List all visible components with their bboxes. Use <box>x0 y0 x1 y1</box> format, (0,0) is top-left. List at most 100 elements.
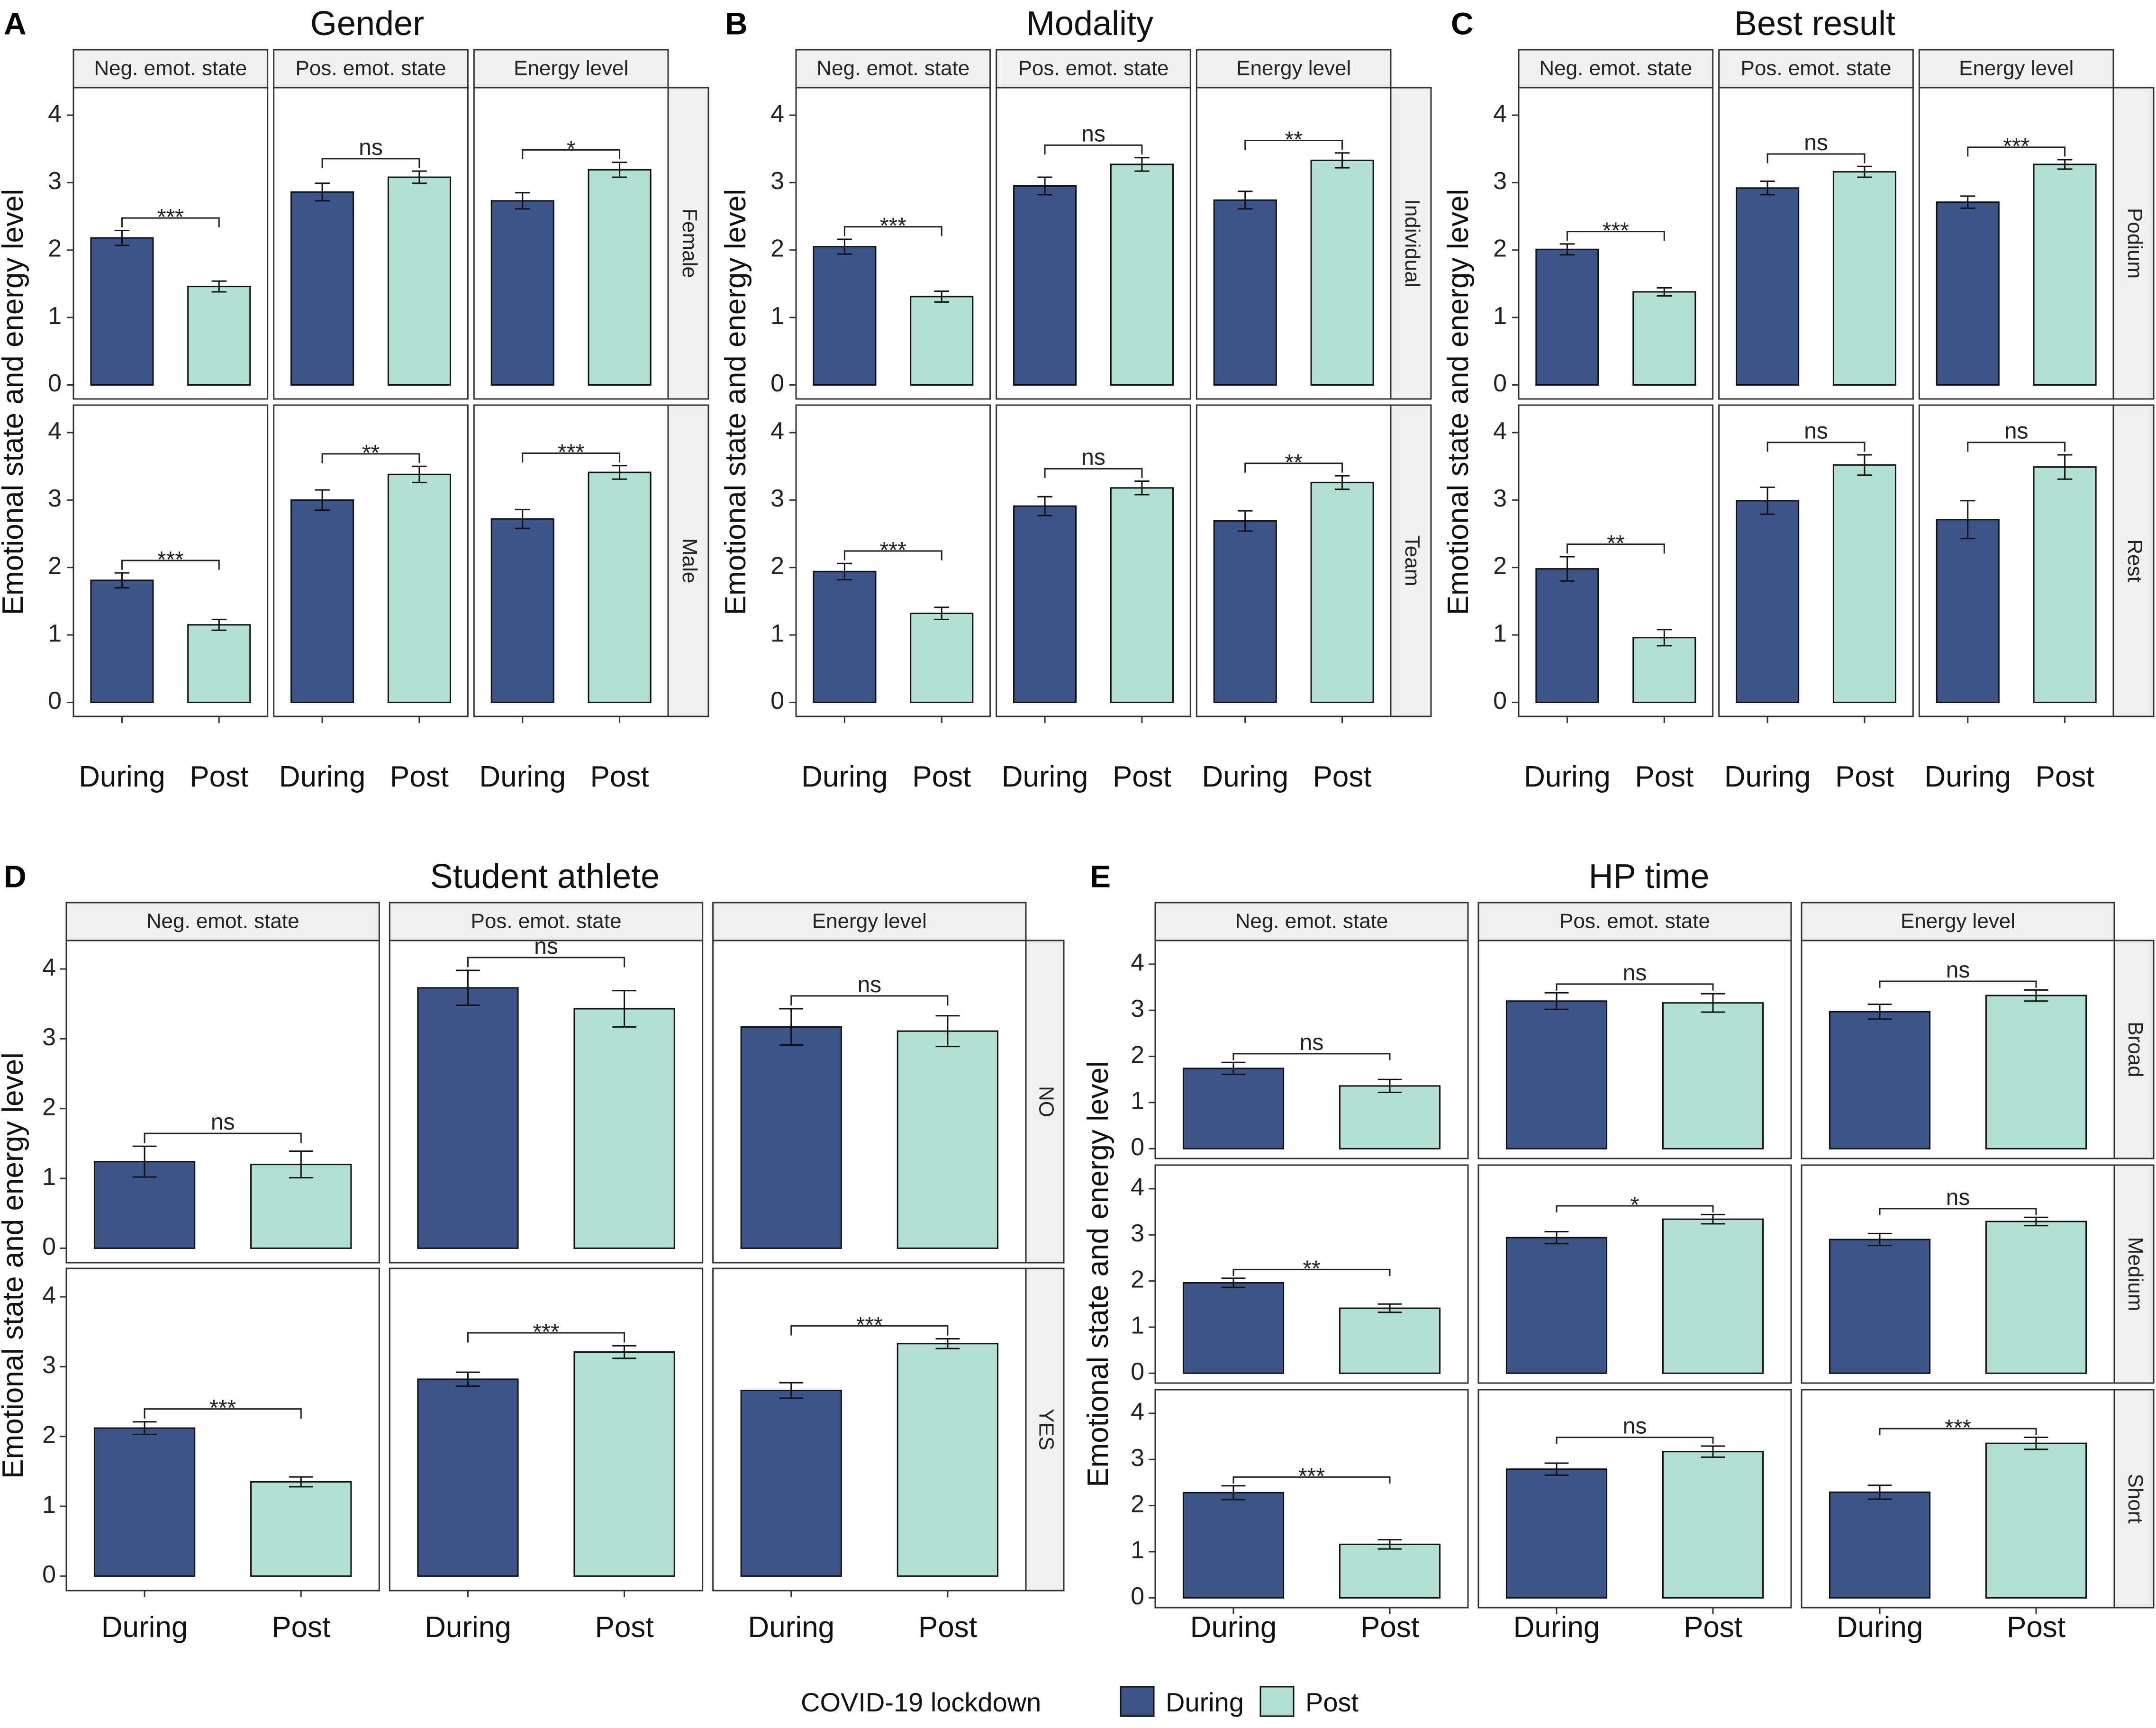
significance-bracket <box>1244 462 1343 473</box>
panel-E: E HP time Emotional state and energy level… <box>1082 858 2155 1644</box>
bar-post <box>2033 466 2097 703</box>
legend-title: COVID-19 lockdown <box>801 1687 1041 1717</box>
facet-column-label: Pos. emot. state <box>1018 57 1169 80</box>
significance-label: * <box>1631 1193 1640 1218</box>
facet-plot-area <box>1196 404 1392 717</box>
facet-plot-area <box>1518 87 1714 400</box>
significance-label: *** <box>1603 218 1629 244</box>
bar-during <box>740 1026 842 1249</box>
bar-post <box>1339 1085 1441 1149</box>
facet-strip-column <box>273 49 469 89</box>
bar-post <box>1832 171 1896 386</box>
x-tick-label: During <box>279 760 366 793</box>
bar-during <box>813 570 877 703</box>
facet-plot-area <box>1477 940 1792 1159</box>
x-tick-label: During <box>79 760 165 793</box>
facet-row-label: Female <box>678 208 701 278</box>
facet-strip-row <box>2113 1164 2155 1384</box>
bar-post <box>1339 1307 1441 1374</box>
bar-post <box>387 176 451 386</box>
y-tick-label: 2 <box>1493 235 1507 262</box>
x-tick-label: During <box>1202 760 1288 793</box>
y-tick-label: 4 <box>1131 949 1144 977</box>
bar-during <box>740 1389 842 1577</box>
facet-column-label: Energy level <box>812 910 927 933</box>
bar-during <box>1936 201 2000 386</box>
facet-plot-area <box>712 940 1027 1264</box>
facet-column-label: Pos. emot. state <box>1741 57 1892 80</box>
bar-post <box>1310 159 1374 386</box>
panel-letter: E <box>1090 859 1111 894</box>
x-tick-label: During <box>801 760 888 793</box>
x-tick-label: Post <box>2007 1611 2065 1644</box>
facet-plot-area <box>1154 1389 1469 1609</box>
y-tick-label: 1 <box>770 302 784 330</box>
significance-label: ns <box>1946 1185 1970 1210</box>
y-tick-label: 4 <box>1493 417 1507 445</box>
facet-plot-area <box>1801 940 2115 1159</box>
y-tick-label: 4 <box>770 100 784 127</box>
facet-strip-row <box>1025 1267 1065 1592</box>
bar-during <box>1013 185 1077 386</box>
x-tick-label: During <box>748 1611 834 1644</box>
significance-bracket <box>121 217 220 227</box>
facet-column-label: Pos. emot. state <box>471 910 622 933</box>
bar-during <box>1736 187 1800 386</box>
significance-label: ns <box>857 972 881 997</box>
x-tick-label: During <box>1924 760 2011 793</box>
y-tick-label: 3 <box>42 1351 56 1379</box>
facet-column-label: Neg. emot. state <box>816 57 969 80</box>
bar-post <box>187 286 251 386</box>
facet-plot-area <box>1918 87 2114 400</box>
x-tick-label: During <box>1524 760 1611 793</box>
y-axis-label: Emotional state and energy level <box>0 1052 29 1479</box>
y-tick-label: 3 <box>1493 167 1507 195</box>
bar-during <box>290 191 354 386</box>
facet-column-label: Neg. emot. state <box>146 910 299 933</box>
significance-label: *** <box>209 1396 236 1421</box>
significance-label: ** <box>1607 531 1624 556</box>
significance-label: *** <box>880 538 906 563</box>
x-tick-label: Post <box>2036 760 2094 793</box>
bar-post <box>187 624 251 703</box>
x-tick-label: Post <box>595 1611 654 1644</box>
bar-post <box>588 471 652 703</box>
significance-bracket <box>1232 1268 1391 1276</box>
y-tick-label: 3 <box>1493 485 1507 512</box>
bar-during <box>1535 568 1599 703</box>
y-tick-label: 1 <box>1131 1087 1144 1115</box>
bar-during <box>1505 1237 1608 1374</box>
bar-during <box>1505 1468 1608 1599</box>
significance-bracket <box>790 1325 949 1336</box>
facet-column-label: Neg. emot. state <box>94 57 247 80</box>
y-tick-label: 3 <box>770 485 784 512</box>
facet-row-label: Podium <box>2123 208 2147 279</box>
significance-label: *** <box>157 547 184 572</box>
y-tick-label: 1 <box>48 302 62 330</box>
x-tick-label: Post <box>590 760 649 793</box>
significance-bracket <box>522 452 621 463</box>
facet-strip-column <box>1918 49 2114 89</box>
facet-plot-area <box>1154 940 1469 1159</box>
bar-post <box>1832 464 1896 703</box>
bar-post <box>1110 163 1174 386</box>
x-tick-label: Post <box>918 1611 977 1644</box>
panel-title: Gender <box>310 5 424 43</box>
x-tick-label: Post <box>190 760 248 793</box>
bar-post <box>1310 481 1374 703</box>
y-tick-label: 4 <box>42 1282 56 1309</box>
facet-plot-area <box>1718 404 1914 717</box>
panel-title: Modality <box>1026 5 1153 43</box>
significance-bracket <box>321 453 420 463</box>
bar-during <box>1213 199 1277 386</box>
y-tick-label: 0 <box>1131 1583 1144 1610</box>
y-tick-label: 1 <box>1131 1312 1144 1339</box>
significance-label: * <box>567 136 576 162</box>
significance-label: ns <box>1804 419 1828 444</box>
facet-strip-column <box>1801 902 2115 941</box>
bar-post <box>910 613 974 703</box>
facet-column-label: Energy level <box>1959 57 2074 80</box>
bar-during <box>1736 500 1800 703</box>
bar-during <box>1182 1068 1285 1149</box>
